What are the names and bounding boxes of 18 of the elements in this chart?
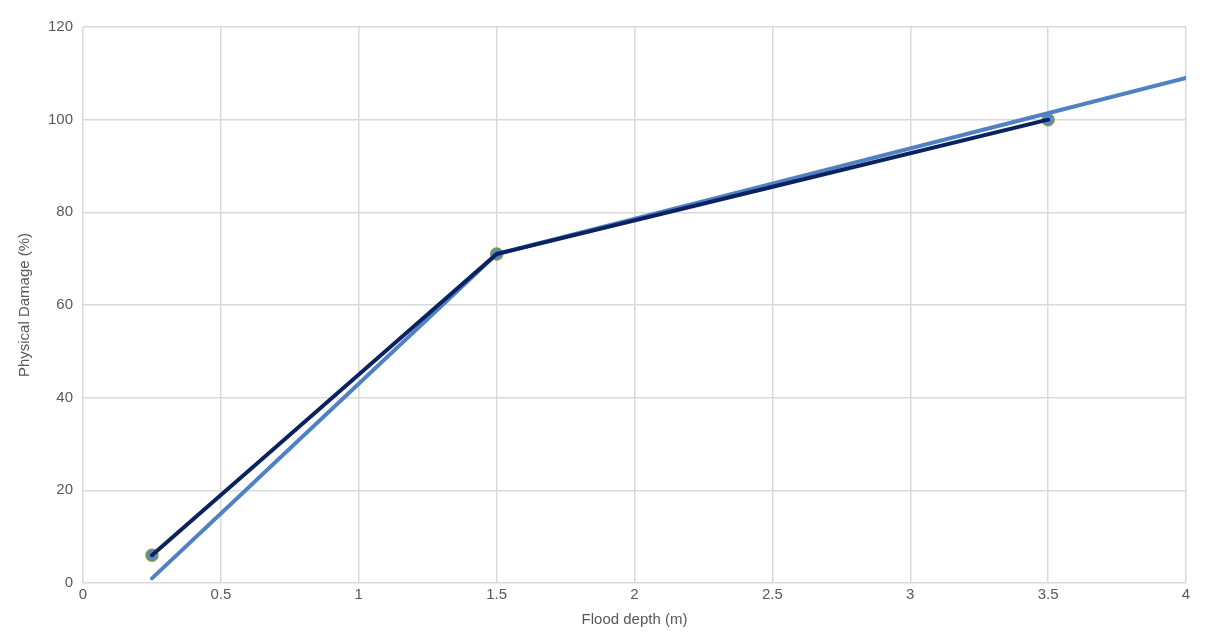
y-tick-label: 40 <box>56 387 74 405</box>
x-tick-label: 3.5 <box>1037 585 1059 603</box>
x-tick-label: 0 <box>78 585 88 603</box>
y-tick-label: 120 <box>48 17 74 35</box>
y-tick-label: 60 <box>56 295 74 313</box>
y-tick-label: 100 <box>48 109 74 127</box>
y-tick-label: 20 <box>56 480 74 498</box>
y-tick-label: 0 <box>64 573 74 591</box>
x-tick-label: 1.5 <box>486 585 508 603</box>
x-tick-label: 1 <box>354 585 363 603</box>
x-tick-label: 2.5 <box>761 585 783 603</box>
x-tick-label: 0.5 <box>210 585 232 603</box>
y-axis-title: Physical Damage (%) <box>15 232 33 378</box>
x-tick-label: 2 <box>630 585 639 603</box>
y-tick-label: 80 <box>56 202 74 220</box>
x-tick-label: 4 <box>1181 585 1191 603</box>
x-tick-label: 3 <box>906 585 915 603</box>
x-axis-title: Flood depth (m) <box>581 610 688 628</box>
